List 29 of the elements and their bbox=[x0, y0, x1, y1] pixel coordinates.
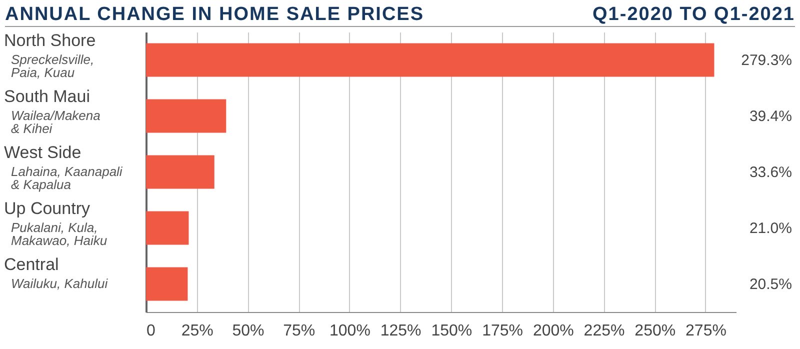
x-tick-label: 150% bbox=[431, 322, 472, 340]
data-label: 21.0% bbox=[749, 220, 792, 237]
data-label: 33.6% bbox=[749, 164, 792, 181]
chart-subtitle: Q1-2020 TO Q1-2021 bbox=[592, 4, 795, 26]
bar bbox=[146, 211, 189, 245]
x-tick-label: 50% bbox=[232, 322, 264, 340]
category-label: Up Country Pukalani, Kula, Makawao, Haiku bbox=[4, 199, 108, 248]
category-label: West Side Lahaina, Kaanapali & Kapalua bbox=[4, 143, 122, 192]
data-label: 39.4% bbox=[749, 108, 792, 125]
x-tick-label: 175% bbox=[482, 322, 523, 340]
category-label: Central Wailuku, Kahului bbox=[4, 255, 108, 291]
x-tick-label: 0 bbox=[146, 322, 156, 340]
x-tick-label: 275% bbox=[686, 322, 726, 340]
x-tick-label: 225% bbox=[584, 322, 625, 340]
x-tick-label: 250% bbox=[634, 322, 676, 340]
x-tick-label: 75% bbox=[283, 322, 316, 340]
bar bbox=[146, 267, 188, 301]
bar bbox=[146, 43, 714, 77]
x-tick-label: 125% bbox=[380, 322, 422, 340]
chart-title: ANNUAL CHANGE IN HOME SALE PRICES bbox=[5, 4, 424, 26]
x-tick-label: 25% bbox=[181, 322, 214, 340]
x-tick-label: 100% bbox=[329, 322, 370, 340]
category-label: North Shore Spreckelsville, Paia, Kuau bbox=[4, 31, 96, 80]
category-label: South Maui Wailea/Makena & Kihei bbox=[4, 87, 100, 136]
x-tick-label: 200% bbox=[532, 322, 574, 340]
data-label: 20.5% bbox=[749, 276, 792, 293]
data-label: 279.3% bbox=[741, 52, 792, 69]
bar bbox=[146, 99, 226, 133]
bar bbox=[146, 155, 214, 189]
